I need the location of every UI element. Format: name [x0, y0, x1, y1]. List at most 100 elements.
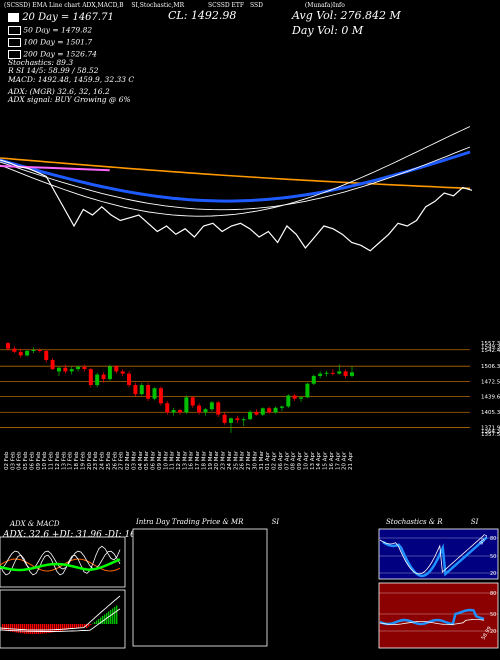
date-label: 08 Apr [291, 451, 297, 470]
ema-200-line [0, 157, 471, 190]
macd-histogram-bar [98, 619, 100, 624]
date-label: 04 Mar [138, 450, 144, 470]
date-label: 24 Feb [100, 451, 106, 470]
candle-body [311, 375, 316, 384]
macd-histogram-bar [54, 624, 56, 633]
date-label: 09 Mar [157, 450, 163, 470]
macd-histogram-bar [6, 624, 8, 631]
date-label: 19 Feb [80, 451, 86, 470]
stoch-level-label: 20 [490, 571, 496, 577]
date-label: 20 Feb [87, 451, 93, 470]
macd-histogram-bar [108, 611, 110, 624]
adx-panel-title: ADX & MACD [10, 520, 60, 528]
candle-body [254, 411, 259, 415]
date-label: 03 Mar [131, 450, 137, 470]
macd-histogram-bar [74, 624, 76, 629]
date-label: 19 Mar [208, 450, 214, 470]
macd-histogram-bar [44, 624, 46, 634]
candle-body [350, 372, 354, 376]
adx-white-line-a [0, 545, 121, 576]
candle-body [114, 366, 119, 372]
macd-histogram-bar [26, 624, 28, 634]
macd-histogram-bar [38, 624, 40, 634]
dma200: 200 Day = 1526.74 [23, 49, 97, 59]
dma100-swatch [8, 38, 21, 47]
close-value: 1492.98 [190, 9, 237, 22]
candle-body [44, 350, 49, 361]
candle-body [203, 409, 208, 413]
date-label: 16 Apr [329, 451, 335, 470]
dma100-line: 100 Day = 1501.7 [8, 38, 134, 47]
date-label: 07 Apr [284, 451, 290, 470]
candle-body [88, 369, 93, 386]
rsi-level-label: 50 [490, 612, 496, 618]
dma50-swatch [8, 26, 21, 35]
date-label: 12 Mar [176, 450, 182, 470]
rsi: R SI 14/5: 58.99 / 58.52 [8, 66, 99, 76]
macd-histogram-bar [60, 624, 62, 631]
macd-histogram-bar [116, 605, 118, 624]
candle-body [222, 414, 227, 423]
date-label: 14 Apr [316, 451, 322, 470]
macd-histogram-bar [10, 624, 12, 632]
stoch-level-label: 50 [490, 554, 496, 560]
date-label: 05 Mar [144, 450, 150, 470]
macd-histogram-bar [80, 624, 82, 628]
date-label: 09 Apr [297, 451, 303, 470]
date-label: 23 Feb [93, 451, 99, 470]
dma50-line: 50 Day = 1479.82 [8, 26, 134, 35]
macd: MACD: 1492.48, 1459.9, 32.33 C [8, 74, 135, 84]
price-axis-label: 1357.58 [481, 432, 500, 438]
date-label: 13 Apr [310, 451, 316, 470]
candle-body [31, 349, 36, 351]
macd-histogram-bar [88, 624, 90, 627]
date-label: 24 Mar [227, 450, 233, 470]
macd-histogram-bar [34, 624, 36, 634]
main-chart: 1557.321549.341542.44 1506.37 1472.59 1439.… [0, 126, 500, 470]
candle-body [178, 410, 182, 413]
date-label: 23 Mar [221, 450, 227, 470]
macd-line [0, 595, 121, 631]
macd-histogram-bar [70, 624, 72, 629]
stoch-white-line [379, 534, 485, 575]
candle-body [241, 419, 246, 421]
macd-histogram-bar [30, 624, 32, 634]
date-label: 11 Mar [170, 450, 176, 470]
candle-body [50, 360, 55, 370]
ema-100-line [0, 150, 471, 203]
stoch-si: SI [470, 518, 479, 526]
date-label: 10 Apr [303, 451, 309, 470]
adx-white-line-b [0, 550, 121, 570]
price-axis-label: 1542.44 [481, 348, 500, 354]
candle-body [267, 408, 272, 413]
dma20-swatch [8, 13, 19, 22]
candle-body [343, 371, 348, 376]
candle-body [107, 366, 112, 380]
macd-histogram-bar [92, 623, 94, 624]
date-label: 01 Apr [265, 451, 271, 470]
date-label: 20 Mar [214, 450, 220, 470]
date-label: 26 Feb [112, 451, 118, 470]
macd-histogram-bar [8, 624, 10, 632]
date-label: 25 Feb [106, 451, 112, 470]
candle-body [190, 397, 195, 406]
candle-body [216, 402, 221, 415]
candle-body [248, 411, 253, 420]
macd-histogram-bar [72, 624, 74, 629]
stochastics: Stochastics: 89.3 [8, 58, 74, 67]
candle-body [82, 366, 87, 370]
stoch-title: Stochastics & R SI [386, 518, 478, 526]
macd-histogram-bar [68, 624, 70, 630]
date-label: 27 Mar [246, 450, 252, 470]
macd-histogram-bar [96, 620, 98, 624]
stoch-title-text: Stochastics & R [386, 518, 443, 526]
intraday-si: SI [271, 518, 280, 526]
candle-body [158, 388, 163, 404]
intraday-title-text: Intra Day Trading Price & MR [136, 518, 244, 526]
macd-histogram-bar [78, 624, 80, 628]
day-volume: Day Vol: 0 M [292, 24, 363, 37]
date-label: 05 Feb [23, 451, 29, 470]
candle-body [25, 350, 30, 356]
candle-body [146, 385, 151, 399]
